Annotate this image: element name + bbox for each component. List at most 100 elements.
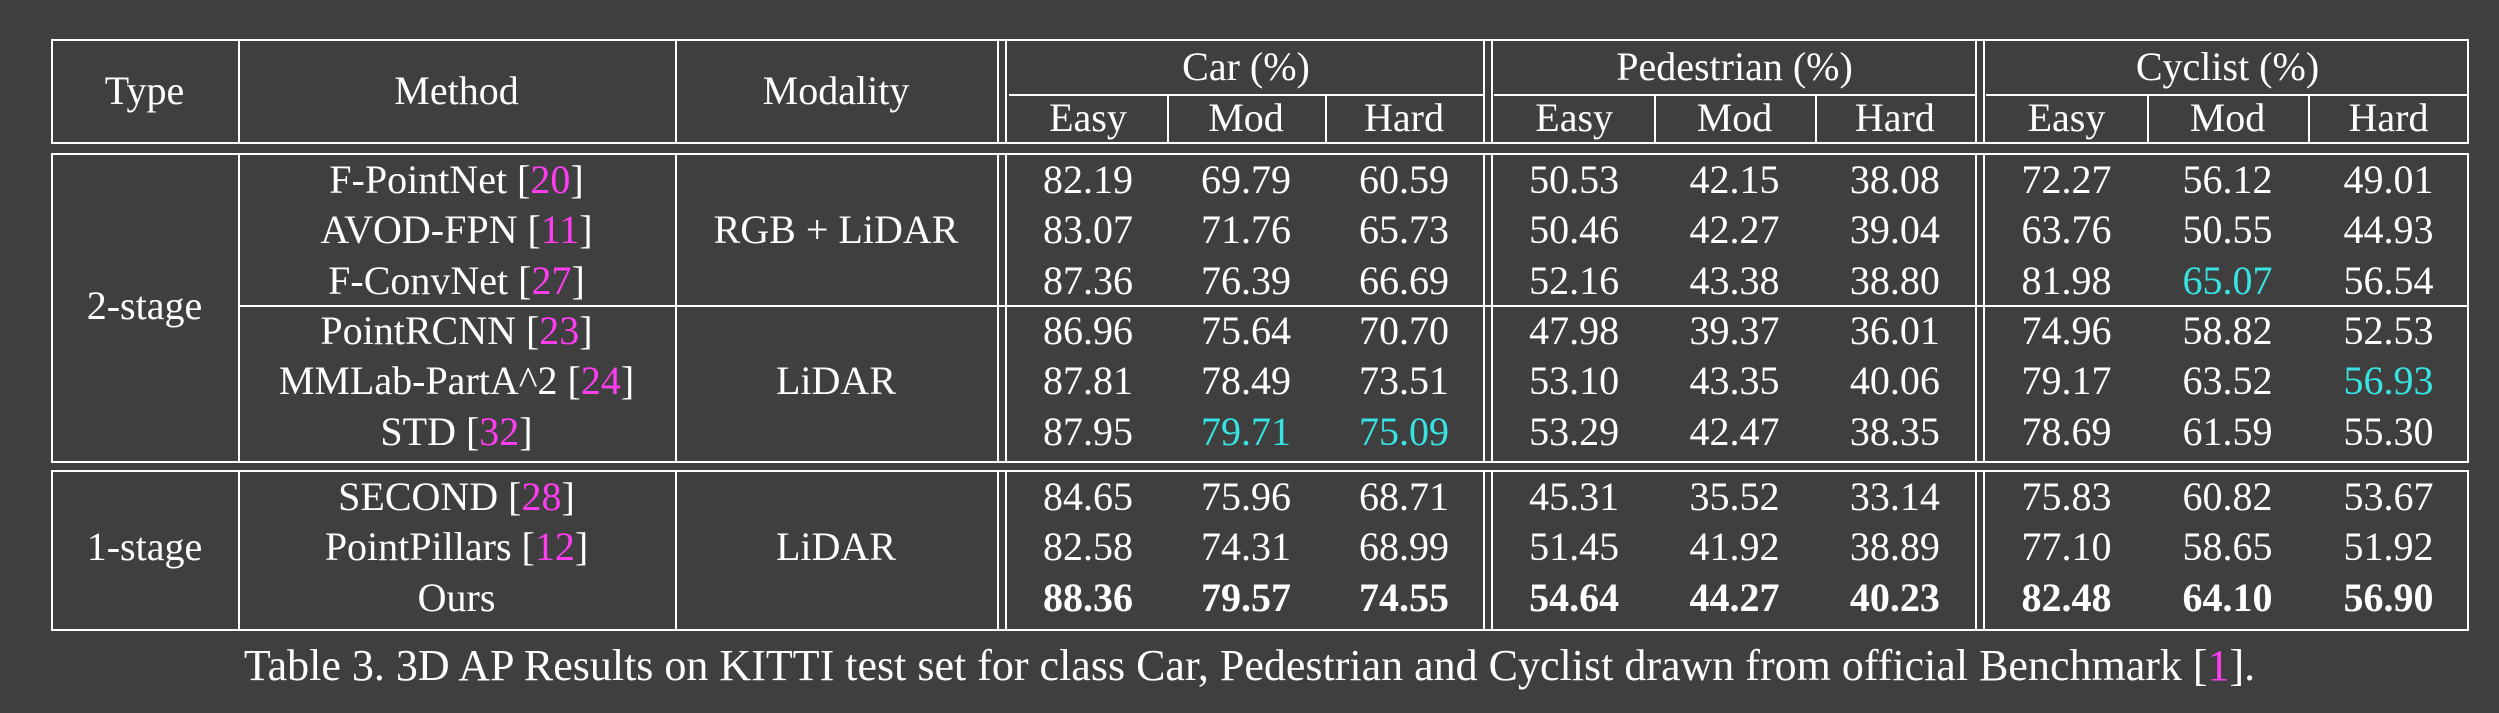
- citation-link[interactable]: 28: [521, 474, 562, 520]
- ap-value: 33.14: [1849, 474, 1940, 520]
- citation-link[interactable]: 23: [539, 308, 580, 354]
- ap-value-cell: 73.51: [1325, 356, 1483, 406]
- class-name-label: Cyclist (%): [2135, 43, 2320, 89]
- header-difficulty: Mod: [1654, 94, 1814, 142]
- citation-close: ]: [579, 207, 593, 253]
- ap-value: 54.64: [1529, 574, 1620, 620]
- ap-value: 52.53: [2343, 308, 2434, 354]
- section-double-divider: [1975, 39, 1977, 144]
- header-type: Type: [51, 39, 238, 142]
- ap-value-cell: 38.89: [1815, 522, 1975, 572]
- ap-value-cell: 38.80: [1815, 256, 1975, 306]
- ap-value: 75.83: [2021, 474, 2112, 520]
- ap-value: 50.53: [1529, 157, 1620, 203]
- class-header-underline: [1009, 94, 1483, 96]
- class-header-underline: [1494, 94, 1975, 96]
- section-double-divider: [1983, 470, 1985, 631]
- citation-close: ]: [620, 358, 635, 404]
- difficulty-label: Mod: [1208, 95, 1284, 140]
- caption-close: ].: [2229, 640, 2256, 690]
- ap-value: 84.65: [1043, 474, 1133, 520]
- ap-value: 71.76: [1201, 207, 1291, 253]
- ap-value: 36.01: [1849, 308, 1940, 354]
- ap-value-cell: 56.54: [2308, 256, 2469, 306]
- section-double-divider: [1491, 470, 1493, 631]
- ap-value-cell: 74.96: [1986, 306, 2147, 356]
- body-bottom-border: [51, 460, 2469, 463]
- ap-value: 49.01: [2343, 157, 2434, 203]
- header-difficulty: Easy: [1986, 94, 2147, 142]
- ap-value-cell: 65.07: [2147, 256, 2308, 306]
- ap-value-cell: 36.01: [1815, 306, 1975, 356]
- header-difficulty: Easy: [1009, 94, 1167, 142]
- caption-reference-link[interactable]: 1: [2207, 640, 2230, 690]
- ap-value-cell: 43.35: [1654, 356, 1814, 406]
- section-double-divider: [1975, 153, 1977, 463]
- ap-value-cell: 42.15: [1654, 155, 1814, 205]
- class-header-underline: [1986, 94, 2469, 96]
- citation-link[interactable]: 32: [479, 408, 520, 454]
- header-type-label: Type: [104, 67, 185, 113]
- ap-value: 38.08: [1849, 157, 1940, 203]
- ap-value-cell: 66.69: [1325, 256, 1483, 306]
- method-name-cell: STD [32]: [238, 407, 675, 457]
- table-caption: Table 3. 3D AP Results on KITTI test set…: [0, 630, 2499, 700]
- ap-value: 39.37: [1689, 308, 1780, 354]
- header-top-border: [51, 39, 2469, 41]
- ap-value-cell: 75.96: [1167, 472, 1325, 522]
- header-difficulty: Mod: [2147, 94, 2308, 142]
- difficulty-label: Hard: [1854, 95, 1935, 140]
- ap-value-cell: 51.92: [2308, 522, 2469, 572]
- method-name-cell: F-PointNet [20]: [238, 155, 675, 205]
- method-name-cell: F-ConvNet [27]: [238, 256, 675, 306]
- ap-value: 77.10: [2021, 524, 2112, 570]
- method-name: AVOD-FPN [: [320, 207, 541, 253]
- method-name: Ours: [417, 574, 496, 620]
- group-type-label: 2-stage: [86, 282, 203, 328]
- ap-value: 42.15: [1689, 157, 1780, 203]
- ap-value-cell: 88.36: [1009, 573, 1167, 623]
- ap-value-cell: 64.10: [2147, 573, 2308, 623]
- ap-value-cell: 47.98: [1494, 306, 1654, 356]
- section-double-divider: [1975, 470, 1977, 631]
- ap-value: 79.57: [1201, 574, 1291, 620]
- citation-link[interactable]: 11: [540, 207, 580, 253]
- ap-value-cell: 58.65: [2147, 522, 2308, 572]
- ap-value-cell: 63.52: [2147, 356, 2308, 406]
- ap-value-cell: 52.16: [1494, 256, 1654, 306]
- modality-double-divider: [1005, 153, 1007, 463]
- ap-value: 66.69: [1359, 257, 1449, 303]
- citation-link[interactable]: 20: [530, 157, 571, 203]
- ap-value: 35.52: [1689, 474, 1780, 520]
- class-name-label: Pedestrian (%): [1616, 43, 1853, 89]
- ap-value-cell: 56.12: [2147, 155, 2308, 205]
- ap-value-cell: 39.37: [1654, 306, 1814, 356]
- ap-value: 51.92: [2343, 524, 2434, 570]
- citation-link[interactable]: 24: [580, 358, 621, 404]
- citation-link[interactable]: 12: [534, 524, 575, 570]
- citation-link[interactable]: 27: [531, 257, 572, 303]
- ap-value-cell: 72.27: [1986, 155, 2147, 205]
- method-column-divider: [675, 153, 677, 463]
- modality-double-divider: [1005, 39, 1007, 144]
- ap-value-cell: 38.35: [1815, 407, 1975, 457]
- ap-value-cell: 79.71: [1167, 407, 1325, 457]
- ap-value-cell: 53.67: [2308, 472, 2469, 522]
- class-name-label: Car (%): [1182, 43, 1310, 89]
- method-name-cell: MMLab-PartA^2 [24]: [238, 356, 675, 406]
- ap-value-cell: 71.76: [1167, 205, 1325, 255]
- body-bottom-border: [51, 628, 2469, 631]
- ap-value: 87.95: [1043, 408, 1133, 454]
- ap-value-cell: 74.31: [1167, 522, 1325, 572]
- citation-close: ]: [571, 257, 585, 303]
- ap-value: 83.07: [1043, 207, 1133, 253]
- ap-value: 58.65: [2182, 524, 2273, 570]
- ap-value: 43.38: [1689, 257, 1780, 303]
- ap-value-cell: 75.83: [1986, 472, 2147, 522]
- method-name: MMLab-PartA^2 [: [278, 358, 581, 404]
- ap-value-cell: 78.49: [1167, 356, 1325, 406]
- block-modality: RGB + LiDAR: [675, 155, 997, 306]
- ap-value-cell: 50.46: [1494, 205, 1654, 255]
- ap-value-cell: 74.55: [1325, 573, 1483, 623]
- header-difficulty: Easy: [1494, 94, 1654, 142]
